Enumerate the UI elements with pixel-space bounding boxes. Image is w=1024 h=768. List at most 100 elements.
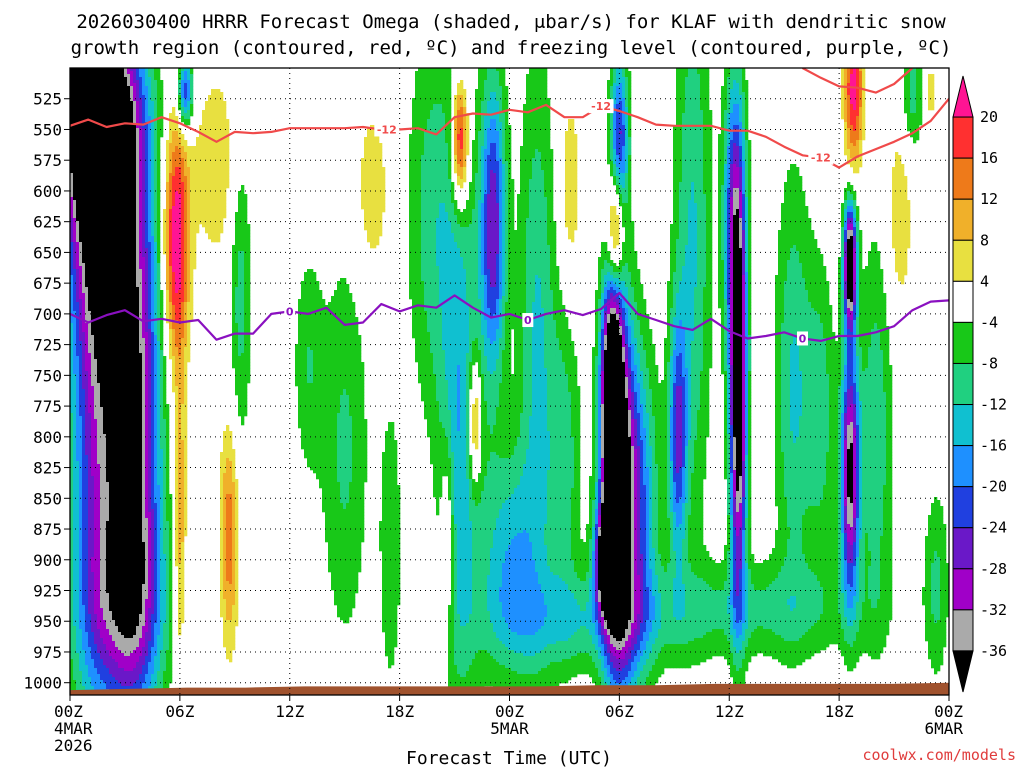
omega-cell <box>736 98 739 101</box>
omega-cell <box>73 71 76 74</box>
omega-cell <box>691 92 694 95</box>
omega-cell <box>418 89 421 92</box>
omega-cell <box>490 74 493 77</box>
omega-cell <box>157 86 160 89</box>
omega-cell <box>475 92 478 95</box>
omega-cell <box>853 92 856 95</box>
omega-cell <box>730 95 733 98</box>
omega-cell <box>430 86 433 89</box>
omega-cell <box>721 89 724 92</box>
omega-cell <box>607 86 610 89</box>
omega-cell <box>76 83 79 86</box>
omega-cell <box>88 86 91 89</box>
omega-cell <box>622 83 625 86</box>
omega-cell <box>97 74 100 77</box>
omega-cell <box>445 95 448 98</box>
omega-cell <box>424 95 427 98</box>
omega-cell <box>439 77 442 80</box>
omega-cell <box>676 80 679 83</box>
omega-cell <box>682 92 685 95</box>
omega-cell <box>100 92 103 95</box>
omega-cell <box>607 92 610 95</box>
omega-cell <box>190 92 193 95</box>
omega-cell <box>724 86 727 89</box>
omega-cell <box>91 89 94 92</box>
omega-cell <box>151 71 154 74</box>
omega-cell <box>682 83 685 86</box>
omega-cell <box>727 89 730 92</box>
omega-cell <box>82 95 85 98</box>
omega-cell <box>682 71 685 74</box>
omega-cell <box>703 74 706 77</box>
omega-cell <box>724 71 727 74</box>
omega-cell <box>847 92 850 95</box>
omega-cell <box>493 86 496 89</box>
omega-cell <box>685 77 688 80</box>
omega-cell <box>619 89 622 92</box>
omega-cell <box>151 92 154 95</box>
omega-cell <box>496 98 499 101</box>
omega-cell <box>736 89 739 92</box>
omega-cell <box>526 86 529 89</box>
omega-cell <box>730 86 733 89</box>
omega-cell <box>691 95 694 98</box>
omega-cell <box>445 92 448 95</box>
omega-cell <box>445 77 448 80</box>
omega-cell <box>679 77 682 80</box>
omega-cell <box>127 86 130 89</box>
omega-cell <box>724 83 727 86</box>
omega-cell <box>502 74 505 77</box>
omega-cell <box>91 95 94 98</box>
omega-cell <box>907 86 910 89</box>
omega-cell <box>622 71 625 74</box>
omega-cell <box>544 86 547 89</box>
omega-cell <box>181 95 184 98</box>
omega-cell <box>79 74 82 77</box>
omega-cell <box>730 74 733 77</box>
omega-cell <box>76 95 79 98</box>
omega-cell <box>127 83 130 86</box>
omega-cell <box>496 71 499 74</box>
omega-cell <box>184 77 187 80</box>
omega-cell <box>433 83 436 86</box>
omega-cell <box>691 74 694 77</box>
omega-cell <box>697 71 700 74</box>
omega-cell <box>76 98 79 101</box>
omega-cell <box>691 89 694 92</box>
omega-cell <box>913 80 916 83</box>
omega-cell <box>502 80 505 83</box>
omega-cell <box>916 89 919 92</box>
omega-cell <box>502 89 505 92</box>
omega-cell <box>103 83 106 86</box>
omega-cell <box>127 92 130 95</box>
omega-cell <box>142 92 145 95</box>
omega-cell <box>844 89 847 92</box>
omega-cell <box>913 92 916 95</box>
omega-cell <box>904 95 907 98</box>
omega-cell <box>73 77 76 80</box>
omega-cell <box>85 83 88 86</box>
omega-cell <box>850 89 853 92</box>
omega-cell <box>124 80 127 83</box>
omega-cell <box>442 89 445 92</box>
omega-cell <box>676 71 679 74</box>
omega-cell <box>541 71 544 74</box>
omega-cell <box>526 95 529 98</box>
omega-cell <box>691 77 694 80</box>
omega-cell <box>541 98 544 101</box>
omega-cell <box>526 89 529 92</box>
omega-cell <box>475 89 478 92</box>
omega-cell <box>706 83 709 86</box>
omega-cell <box>616 98 619 101</box>
omega-cell <box>529 71 532 74</box>
omega-cell <box>448 92 451 95</box>
omega-cell <box>682 77 685 80</box>
omega-cell <box>907 95 910 98</box>
omega-cell <box>841 71 844 74</box>
omega-cell <box>151 77 154 80</box>
omega-cell <box>688 95 691 98</box>
omega-cell <box>160 80 163 83</box>
omega-cell <box>697 98 700 101</box>
omega-cell <box>928 80 931 83</box>
omega-cell <box>541 95 544 98</box>
